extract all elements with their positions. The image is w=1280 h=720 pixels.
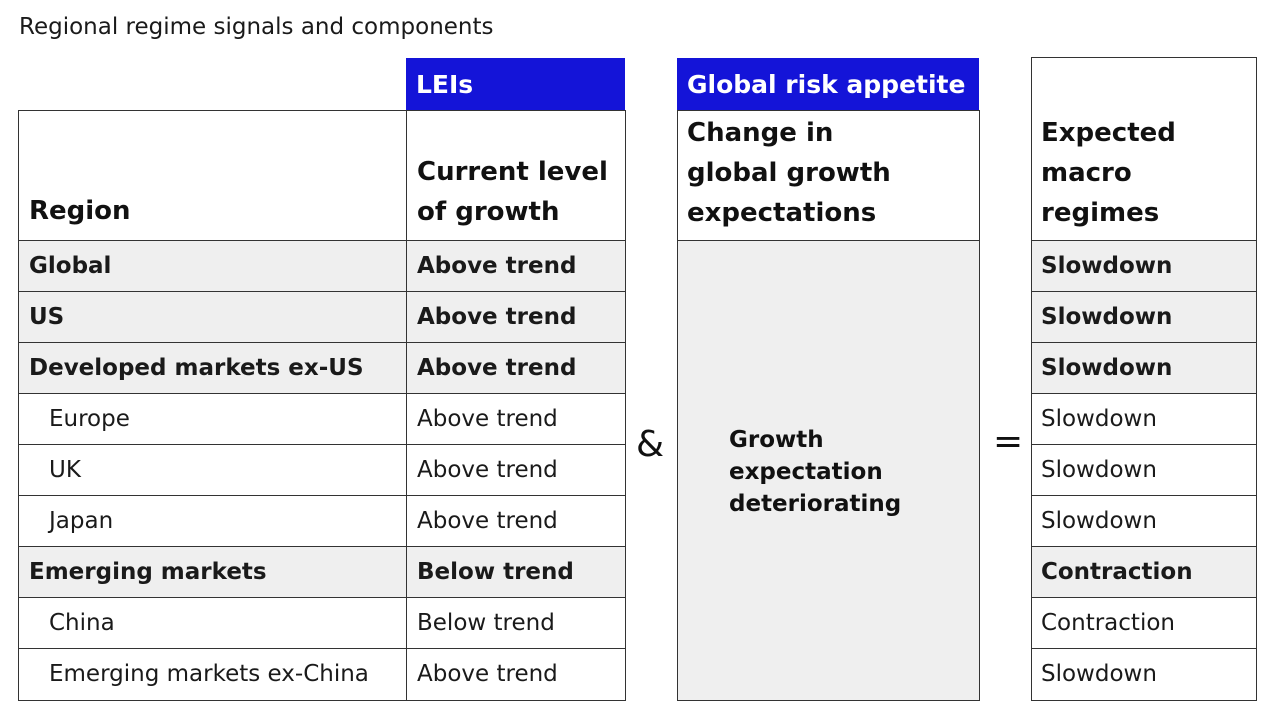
and-operator: &	[636, 424, 665, 465]
region-label: Developed markets ex-US	[29, 355, 364, 381]
signal-line-3: deteriorating	[729, 491, 902, 517]
change-expectations-title-line-1: Change in	[687, 118, 834, 148]
leis-header-label: LEIs	[416, 69, 474, 99]
signal-line-2: expectation	[729, 459, 883, 485]
table-row-region-cell: Japan	[19, 495, 406, 546]
growth-level-label: Above trend	[417, 253, 577, 279]
risk-appetite-signal-cell	[677, 240, 980, 701]
global-risk-header: Global risk appetite	[677, 58, 979, 110]
regime-label: Slowdown	[1041, 508, 1157, 534]
expected-regimes-title-line-3: regimes	[1041, 198, 1160, 228]
table-row-growth-cell: Above trend	[407, 495, 625, 546]
table-row-regime-cell: Slowdown	[1032, 342, 1256, 393]
leis-header: LEIs	[406, 58, 625, 110]
table-row-regime-cell: Contraction	[1032, 597, 1256, 648]
region-label: China	[49, 610, 115, 636]
region-label: UK	[49, 457, 81, 483]
change-expectations-title-line-2: global growth	[687, 158, 891, 188]
growth-level-label: Below trend	[417, 610, 555, 636]
region-label: Europe	[49, 406, 130, 432]
regime-label: Contraction	[1041, 610, 1175, 636]
table-row-growth-cell: Above trend	[407, 444, 625, 495]
table-row-growth-cell: Above trend	[407, 291, 625, 342]
table-row-region-cell: Emerging markets ex-China	[19, 648, 406, 699]
table-row-region-cell: China	[19, 597, 406, 648]
change-expectations-column-title: Change in global growth expectations	[687, 113, 891, 233]
table-row-regime-cell: Slowdown	[1032, 444, 1256, 495]
growth-level-label: Above trend	[417, 508, 558, 534]
table-row-regime-cell: Slowdown	[1032, 495, 1256, 546]
growth-level-label: Above trend	[417, 661, 558, 687]
regime-label: Slowdown	[1041, 661, 1157, 687]
global-risk-header-label: Global risk appetite	[687, 69, 966, 99]
regime-label: Slowdown	[1041, 304, 1173, 330]
table-row-growth-cell: Above trend	[407, 393, 625, 444]
expected-regimes-column-title: Expected macro regimes	[1041, 113, 1176, 233]
current-growth-title-line-2: of growth	[417, 197, 560, 227]
page-title: Regional regime signals and components	[19, 14, 494, 40]
region-label: Global	[29, 253, 112, 279]
table-row-region-cell: Europe	[19, 393, 406, 444]
growth-level-label: Above trend	[417, 304, 577, 330]
regime-label: Slowdown	[1041, 457, 1157, 483]
regime-label: Slowdown	[1041, 355, 1173, 381]
table-row-regime-cell: Contraction	[1032, 546, 1256, 597]
regime-label: Slowdown	[1041, 406, 1157, 432]
table-row-region-cell: UK	[19, 444, 406, 495]
table-row-region-cell: Emerging markets	[19, 546, 406, 597]
risk-appetite-signal-text: Growth expectation deteriorating	[729, 424, 959, 520]
table-row-region-cell: Developed markets ex-US	[19, 342, 406, 393]
table-row-regime-cell: Slowdown	[1032, 393, 1256, 444]
change-expectations-title-line-3: expectations	[687, 198, 877, 228]
table-row-growth-cell: Below trend	[407, 597, 625, 648]
region-column-title: Region	[29, 191, 131, 231]
equals-operator: =	[993, 421, 1024, 462]
table-row-growth-cell: Below trend	[407, 546, 625, 597]
growth-level-label: Above trend	[417, 457, 558, 483]
regime-label: Contraction	[1041, 559, 1193, 585]
region-column-title-text: Region	[29, 196, 131, 226]
region-label: US	[29, 304, 65, 330]
leis-column-frame	[406, 110, 626, 701]
table-row-regime-cell: Slowdown	[1032, 291, 1256, 342]
growth-level-label: Below trend	[417, 559, 574, 585]
table-row-regime-cell: Slowdown	[1032, 240, 1256, 291]
table-row-region-cell: Global	[19, 240, 406, 291]
expected-regimes-title-line-1: Expected	[1041, 118, 1176, 148]
growth-level-label: Above trend	[417, 355, 577, 381]
change-expectations-header-cell	[677, 110, 980, 241]
region-label: Japan	[49, 508, 114, 534]
region-label: Emerging markets ex-China	[49, 661, 369, 687]
signal-line-1: Growth	[729, 427, 824, 453]
table-row-growth-cell: Above trend	[407, 240, 625, 291]
growth-level-label: Above trend	[417, 406, 558, 432]
regime-label: Slowdown	[1041, 253, 1173, 279]
current-growth-column-title: Current level of growth	[417, 152, 608, 232]
table-row-region-cell: US	[19, 291, 406, 342]
table-row-growth-cell: Above trend	[407, 648, 625, 699]
current-growth-title-line-1: Current level	[417, 157, 608, 187]
region-label: Emerging markets	[29, 559, 267, 585]
table-row-growth-cell: Above trend	[407, 342, 625, 393]
expected-regimes-title-line-2: macro	[1041, 158, 1132, 188]
table-row-regime-cell: Slowdown	[1032, 648, 1256, 699]
